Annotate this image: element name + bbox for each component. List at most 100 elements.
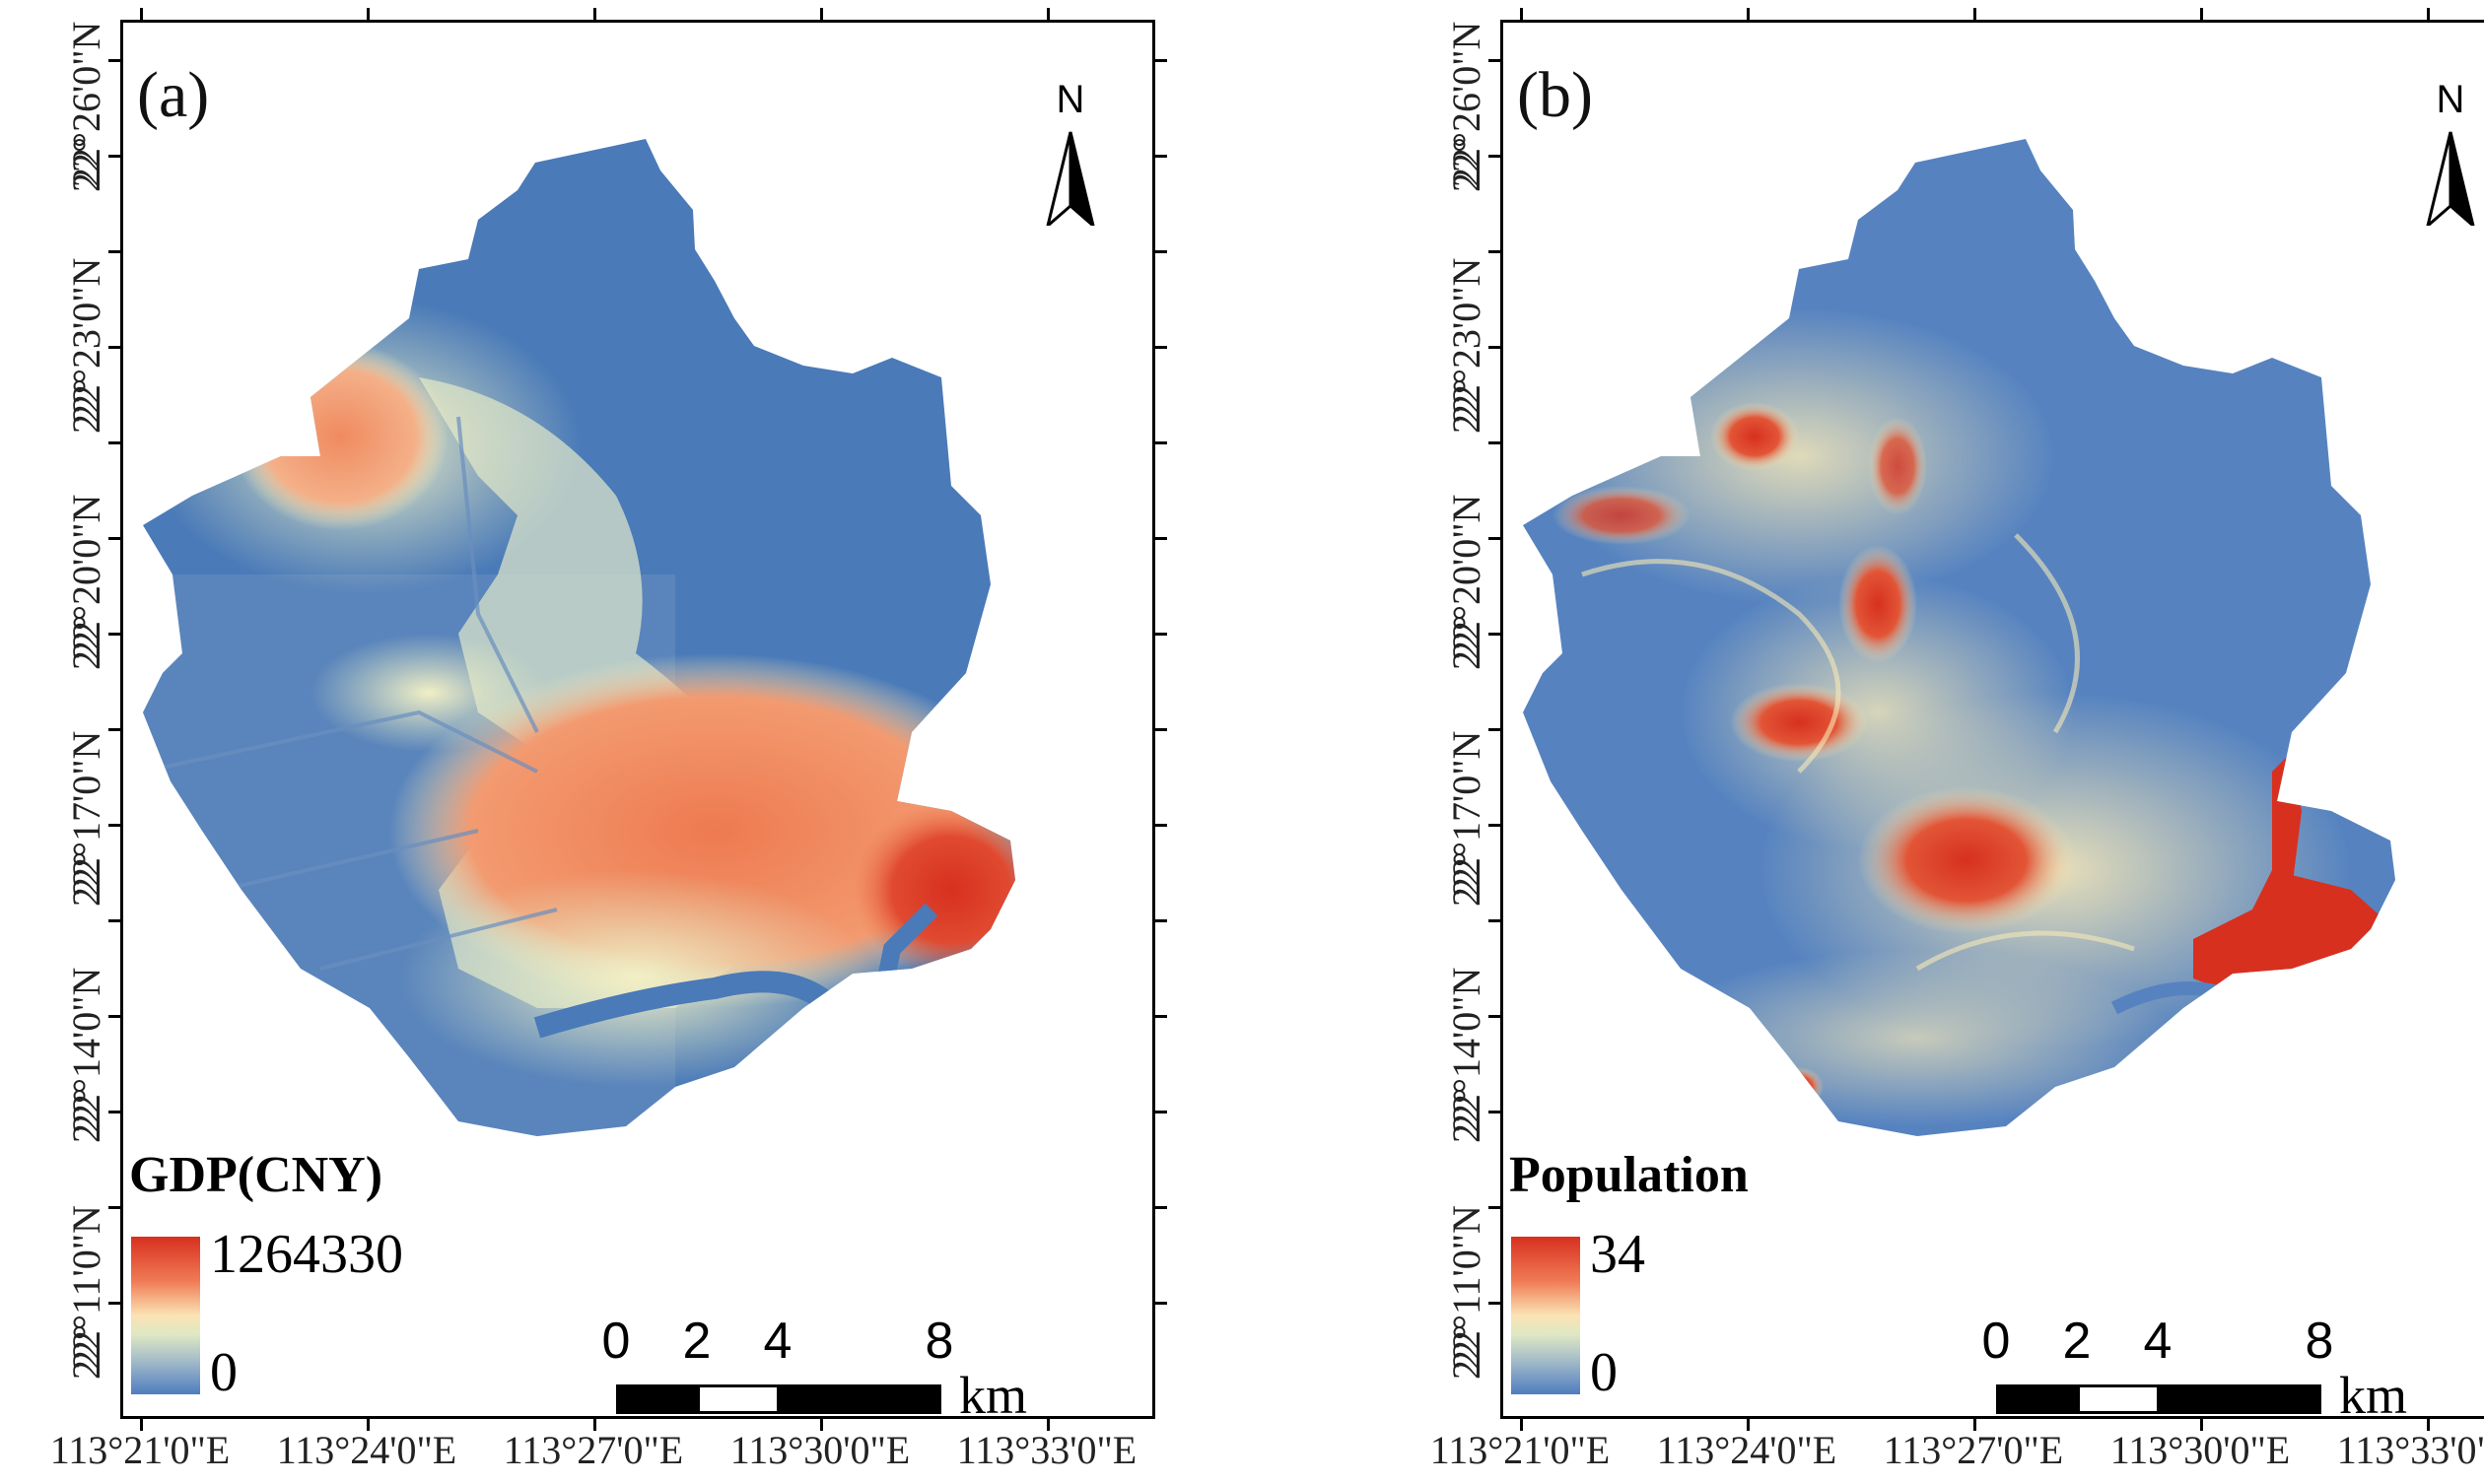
tick-mark bbox=[108, 441, 120, 444]
scale-segment bbox=[697, 1384, 780, 1414]
tick-mark bbox=[1155, 633, 1167, 636]
tick-mark bbox=[108, 250, 120, 253]
longitude-label: 113°27'0"E bbox=[1883, 1428, 2064, 1472]
tick-mark bbox=[1155, 537, 1167, 540]
scale-tick: 8 bbox=[2305, 1313, 2334, 1370]
legend-max-value: 34 bbox=[1590, 1224, 1645, 1285]
longitude-label: 113°21'0"E bbox=[49, 1428, 231, 1472]
tick-mark bbox=[108, 537, 120, 540]
legend-color-ramp bbox=[1511, 1237, 1580, 1394]
population-map-raster bbox=[1523, 139, 2395, 1136]
tick-mark bbox=[1155, 155, 1167, 158]
latitude-label-minor: 22° bbox=[1444, 137, 1488, 192]
north-letter: N bbox=[1056, 78, 1085, 121]
tick-mark bbox=[108, 59, 120, 62]
latitude-label-minor: 22° bbox=[64, 378, 108, 434]
tick-mark bbox=[2427, 1419, 2430, 1431]
latitude-label-minor: 22° bbox=[1444, 1088, 1488, 1143]
latitude-label-minor: 22° bbox=[1444, 851, 1488, 907]
scale-tick: 4 bbox=[763, 1313, 793, 1370]
tick-mark bbox=[2200, 8, 2203, 20]
tick-mark bbox=[1488, 59, 1500, 62]
legend-color-ramp bbox=[131, 1237, 200, 1394]
scale-tick: 2 bbox=[682, 1313, 712, 1370]
scale-tick: 4 bbox=[2143, 1313, 2173, 1370]
tick-mark bbox=[1047, 8, 1050, 20]
tick-mark bbox=[1155, 919, 1167, 922]
north-arrow-icon bbox=[1046, 131, 1095, 226]
panel-label: (b) bbox=[1517, 59, 1593, 131]
tick-mark bbox=[140, 8, 143, 20]
tick-mark bbox=[1488, 537, 1500, 540]
north-arrow: N bbox=[1036, 78, 1105, 226]
scale-unit: km bbox=[2339, 1366, 2408, 1419]
latitude-label-minor: 22° bbox=[1444, 1324, 1488, 1380]
longitude-label: 113°33'0"E bbox=[956, 1428, 1138, 1472]
legend-min-value: 0 bbox=[1590, 1342, 1618, 1403]
tick-mark bbox=[820, 1419, 823, 1431]
scale-segment bbox=[778, 1384, 941, 1414]
scale-tick: 0 bbox=[601, 1313, 631, 1370]
latitude-label-minor: 22° bbox=[64, 137, 108, 192]
tick-mark bbox=[108, 1206, 120, 1209]
longitude-label: 113°21'0"E bbox=[1429, 1428, 1611, 1472]
tick-mark bbox=[1155, 1111, 1167, 1113]
legend-title: Population bbox=[1509, 1147, 1749, 1203]
scale-tick: 2 bbox=[2062, 1313, 2092, 1370]
tick-mark bbox=[1155, 824, 1167, 827]
tick-mark bbox=[108, 633, 120, 636]
tick-mark bbox=[1488, 250, 1500, 253]
tick-mark bbox=[1488, 441, 1500, 444]
latitude-label-minor: 22° bbox=[1444, 378, 1488, 434]
scale-tick: 8 bbox=[925, 1313, 954, 1370]
tick-mark bbox=[1973, 8, 1976, 20]
tick-mark bbox=[1488, 1015, 1500, 1018]
tick-mark bbox=[1747, 8, 1750, 20]
tick-mark bbox=[1488, 919, 1500, 922]
scale-tick: 0 bbox=[1981, 1313, 2011, 1370]
tick-mark bbox=[1488, 824, 1500, 827]
tick-mark bbox=[1155, 1302, 1167, 1305]
legend-max-value: 1264330 bbox=[210, 1224, 403, 1285]
tick-mark bbox=[1488, 155, 1500, 158]
tick-mark bbox=[1155, 441, 1167, 444]
longitude-label: 113°33'0"E bbox=[2336, 1428, 2484, 1472]
north-arrow: N bbox=[2416, 78, 2484, 226]
tick-mark bbox=[140, 1419, 143, 1431]
scale-segment bbox=[1996, 1384, 2079, 1414]
tick-mark bbox=[108, 919, 120, 922]
latitude-label-minor: 22° bbox=[64, 1324, 108, 1380]
tick-mark bbox=[108, 824, 120, 827]
latitude-label-minor: 22° bbox=[64, 1088, 108, 1143]
latitude-label-minor: 22° bbox=[1444, 615, 1488, 670]
tick-mark bbox=[108, 1111, 120, 1113]
tick-mark bbox=[108, 346, 120, 349]
tick-mark bbox=[1520, 8, 1523, 20]
longitude-label: 113°27'0"E bbox=[503, 1428, 684, 1472]
legend-min-value: 0 bbox=[210, 1342, 238, 1403]
scale-segment bbox=[616, 1384, 699, 1414]
tick-mark bbox=[1155, 346, 1167, 349]
tick-mark bbox=[1047, 1419, 1050, 1431]
latitude-label-minor: 22° bbox=[64, 851, 108, 907]
tick-mark bbox=[1155, 1206, 1167, 1209]
longitude-label: 113°24'0"E bbox=[1656, 1428, 1837, 1472]
panel-label: (a) bbox=[137, 59, 210, 131]
tick-mark bbox=[1488, 1111, 1500, 1113]
tick-mark bbox=[1488, 728, 1500, 731]
tick-mark bbox=[1155, 59, 1167, 62]
tick-mark bbox=[108, 155, 120, 158]
tick-mark bbox=[1973, 1419, 1976, 1431]
legend-title: GDP(CNY) bbox=[129, 1147, 383, 1203]
tick-mark bbox=[2427, 8, 2430, 20]
tick-mark bbox=[593, 1419, 596, 1431]
tick-mark bbox=[108, 728, 120, 731]
scale-bar: 0 2 4 8 km bbox=[602, 1312, 1030, 1416]
tick-mark bbox=[108, 1302, 120, 1305]
gdp-map-raster bbox=[143, 139, 1015, 1136]
latitude-label-minor: 22° bbox=[64, 615, 108, 670]
tick-mark bbox=[1520, 1419, 1523, 1431]
longitude-label: 113°30'0"E bbox=[729, 1428, 911, 1472]
tick-mark bbox=[1488, 1302, 1500, 1305]
